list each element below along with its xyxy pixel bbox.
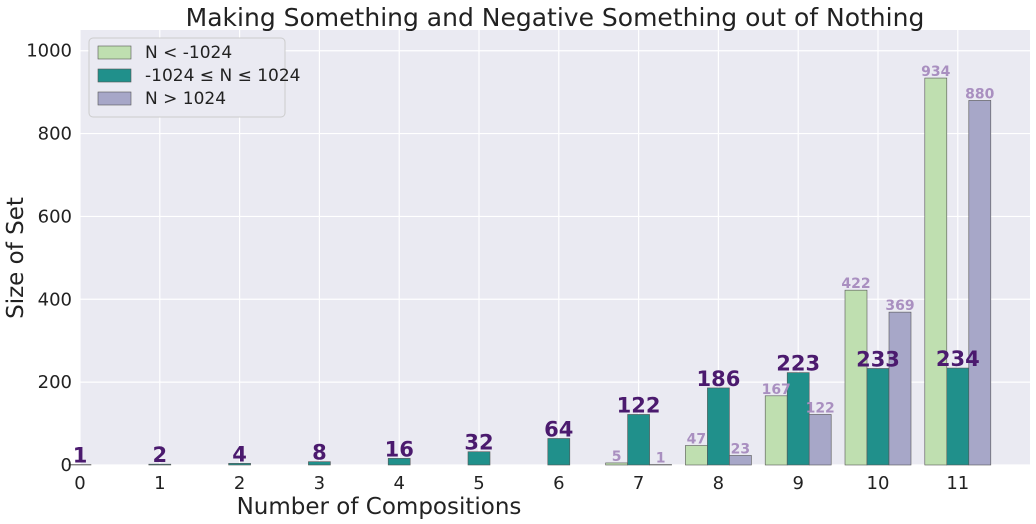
- y-axis-label: Size of Set: [3, 197, 29, 319]
- data-label-1-2: 4: [232, 442, 247, 466]
- y-tick-label: 200: [38, 372, 72, 393]
- data-label-1-3: 8: [312, 441, 327, 465]
- chart-title: Making Something and Negative Something …: [186, 3, 925, 32]
- bar-1-5: [467, 451, 491, 466]
- data-label-1-9: 223: [776, 352, 820, 376]
- data-label-2-7: 1: [656, 451, 666, 467]
- x-tick-label: 5: [473, 473, 484, 494]
- x-tick-label: 7: [633, 473, 644, 494]
- bar-1-11: [946, 367, 970, 466]
- y-tick-label: 800: [38, 124, 72, 145]
- bars: [68, 77, 992, 466]
- data-label-2-9: 122: [806, 400, 835, 416]
- bar-1-6: [547, 438, 571, 466]
- x-tick-label: 1: [154, 473, 165, 494]
- x-tick-label: 2: [234, 473, 245, 494]
- data-label-1-0: 1: [73, 444, 88, 468]
- x-tick-label: 10: [867, 473, 890, 494]
- bar-2-9: [808, 414, 832, 466]
- bar-1-3: [308, 461, 331, 466]
- x-tick-label: 11: [946, 473, 969, 494]
- legend-swatch: [97, 45, 132, 60]
- bar-2-11: [968, 100, 992, 466]
- y-tick-label: 400: [38, 289, 72, 310]
- x-tick-label: 3: [314, 473, 325, 494]
- data-label-0-9: 167: [762, 382, 791, 398]
- data-label-0-10: 422: [841, 276, 870, 292]
- legend-swatch: [97, 68, 132, 83]
- data-label-1-11: 234: [936, 347, 980, 371]
- data-label-0-7: 5: [612, 449, 622, 465]
- data-label-0-8: 47: [687, 432, 706, 448]
- y-tick-label: 0: [61, 455, 72, 476]
- legend-swatch: [97, 91, 132, 106]
- y-tick-label: 1000: [26, 41, 72, 62]
- bar-1-1: [148, 463, 172, 466]
- legend-label: -1024 ≤ N ≤ 1024: [145, 66, 300, 86]
- legend-label: N < -1024: [145, 43, 232, 63]
- y-ticks: 0 200 400 600 800 1000: [26, 41, 72, 476]
- bar-0-8: [685, 445, 708, 466]
- bar-2-10: [888, 311, 912, 466]
- bar-0-10: [844, 289, 868, 466]
- x-tick-label: 0: [74, 473, 85, 494]
- data-label-0-11: 934: [921, 64, 950, 80]
- bar-2-8: [729, 455, 752, 466]
- legend-label: N > 1024: [145, 89, 226, 109]
- legend: N < -1024 -1024 ≤ N ≤ 1024 N > 1024: [88, 37, 300, 118]
- x-tick-label: 4: [393, 473, 404, 494]
- bar-1-7: [627, 414, 650, 466]
- data-label-1-4: 16: [385, 437, 414, 461]
- data-label-2-10: 369: [885, 298, 914, 314]
- y-tick-label: 600: [38, 206, 72, 227]
- x-axis-label: Number of Compositions: [237, 494, 522, 520]
- bar-1-4: [387, 458, 411, 466]
- x-tick-label: 9: [792, 473, 803, 494]
- data-label-2-8: 23: [731, 441, 750, 457]
- data-labels: 5 47 167 422 934 1 2 4 8 16 32 64 122 186 223 233 234 1 23…: [73, 64, 995, 468]
- bar-1-8: [707, 387, 730, 466]
- data-label-1-8: 186: [696, 367, 740, 391]
- x-ticks: 0 1 2 3 4 5 6 7 8 9 10 11: [74, 473, 969, 494]
- x-tick-label: 6: [553, 473, 564, 494]
- data-label-1-10: 233: [856, 347, 900, 371]
- bar-1-2: [228, 463, 251, 466]
- data-label-1-5: 32: [464, 431, 493, 455]
- legend-box: [88, 37, 286, 118]
- data-label-2-11: 880: [965, 86, 994, 102]
- data-label-1-7: 122: [617, 393, 661, 417]
- bar-1-10: [866, 368, 890, 466]
- data-label-1-1: 2: [152, 443, 167, 467]
- data-label-1-6: 64: [544, 417, 573, 441]
- bar-0-9: [764, 395, 788, 466]
- x-tick-label: 8: [713, 473, 724, 494]
- bar-0-11: [924, 77, 948, 466]
